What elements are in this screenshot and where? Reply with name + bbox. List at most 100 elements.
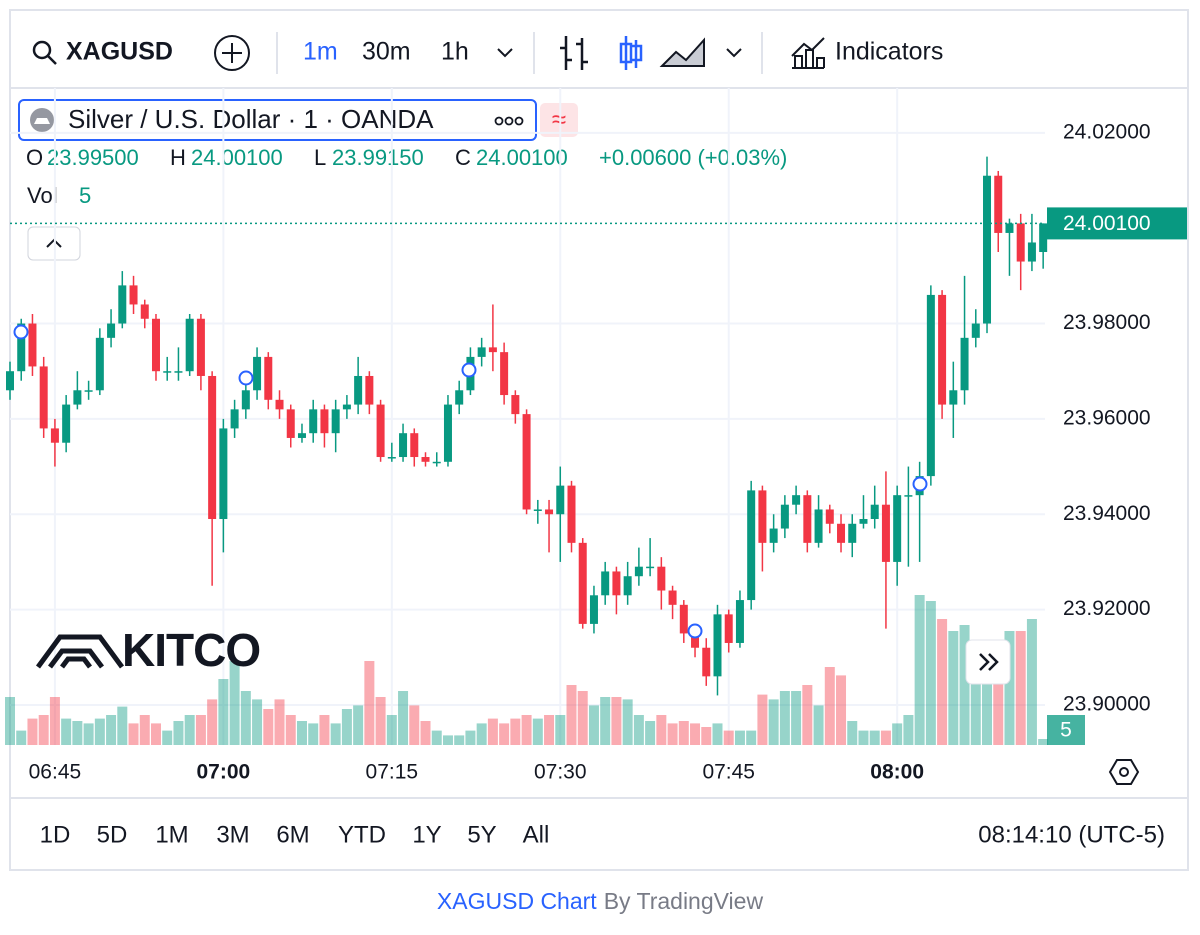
candle-body xyxy=(904,495,913,497)
x-tick-label: 07:15 xyxy=(366,761,419,784)
indicators-button[interactable]: Indicators xyxy=(791,37,943,69)
volume-bar xyxy=(892,723,903,745)
symbol-search[interactable]: XAGUSD xyxy=(32,38,173,66)
event-marker[interactable] xyxy=(912,476,928,492)
volume-bar xyxy=(117,706,128,745)
dropdown-arrow[interactable] xyxy=(726,48,742,58)
candle-body xyxy=(73,390,82,405)
volume-bar xyxy=(982,667,993,745)
volume-bar xyxy=(712,723,723,745)
volume-bar xyxy=(869,730,880,745)
range-button[interactable]: 5Y xyxy=(467,821,496,848)
range-button[interactable]: 3M xyxy=(216,821,249,848)
range-button[interactable]: 1M xyxy=(155,821,188,848)
candle-body xyxy=(17,323,26,372)
volume-bar xyxy=(240,691,251,745)
volume-bar xyxy=(128,723,139,745)
event-marker[interactable] xyxy=(687,623,703,639)
candle-body xyxy=(545,509,554,515)
candle-body xyxy=(926,294,935,477)
volume-bar xyxy=(925,601,936,745)
symbol-title: Silver / U.S. Dollar · 1 · OANDA xyxy=(68,104,434,134)
plus-icon xyxy=(214,35,250,71)
settings-icon[interactable] xyxy=(1108,759,1140,785)
range-button[interactable]: All xyxy=(523,821,550,848)
candle-body xyxy=(814,509,823,543)
candle-body xyxy=(1005,223,1014,233)
event-marker[interactable] xyxy=(461,362,477,378)
candle-body xyxy=(724,614,733,643)
candle-body xyxy=(62,404,71,443)
candle-body xyxy=(511,395,520,415)
last-price-label: 24.00100 xyxy=(1063,212,1151,235)
candle-body xyxy=(634,566,643,577)
volume-bar xyxy=(195,715,206,745)
candle-body xyxy=(264,356,273,400)
volume-bar xyxy=(746,730,757,745)
range-button[interactable]: YTD xyxy=(338,821,386,848)
candle-body xyxy=(275,399,284,410)
event-marker[interactable] xyxy=(13,324,29,340)
volume-bar xyxy=(353,705,364,745)
interval-button[interactable]: 1m xyxy=(303,38,338,66)
compare-button[interactable] xyxy=(214,35,250,71)
area-chart-icon[interactable] xyxy=(659,37,705,67)
volume-bar xyxy=(622,699,633,745)
volume-bar xyxy=(813,705,824,745)
more-icon[interactable] xyxy=(494,116,524,126)
range-button[interactable]: 1Y xyxy=(412,821,441,848)
footer-link[interactable]: XAGUSD Chart xyxy=(437,888,597,914)
range-button[interactable]: 5D xyxy=(97,821,128,848)
candle-chart-icon[interactable] xyxy=(619,36,643,70)
candle-body xyxy=(870,504,879,520)
candle-body xyxy=(1027,242,1036,262)
settings-icon[interactable] xyxy=(1119,767,1129,777)
range-button[interactable]: 6M xyxy=(276,821,309,848)
bar-chart-icon[interactable] xyxy=(560,36,588,70)
candle-body xyxy=(84,390,93,392)
volume-bar xyxy=(734,730,745,745)
volume-bar xyxy=(701,727,712,745)
candle-body xyxy=(297,433,306,438)
event-marker[interactable] xyxy=(238,370,254,386)
volume-bar xyxy=(139,715,150,745)
symbol-title-box[interactable] xyxy=(18,99,537,141)
volume-bar xyxy=(499,723,510,745)
volume-bar xyxy=(106,715,117,745)
volume-bar xyxy=(409,705,420,745)
y-tick-label: 23.92000 xyxy=(1063,597,1151,620)
candle-body xyxy=(196,318,205,376)
volume-bar xyxy=(218,679,229,745)
interval-button[interactable]: 1h xyxy=(441,38,469,66)
volume-bar xyxy=(645,721,656,745)
volume-bar xyxy=(588,705,599,745)
volume-bar xyxy=(150,723,161,745)
candle-body xyxy=(163,371,172,373)
volume-label: Vol xyxy=(27,183,58,208)
candle-body xyxy=(758,490,767,543)
volume-bar xyxy=(431,730,442,745)
volume-bar xyxy=(993,675,1004,745)
candle-body xyxy=(578,542,587,624)
candle-body xyxy=(994,175,1003,233)
volume-bar xyxy=(532,718,543,745)
dropdown-arrow[interactable] xyxy=(497,48,513,58)
volume-bar xyxy=(398,691,409,745)
candle-body xyxy=(702,647,711,677)
volume-bar xyxy=(83,723,94,745)
volume-bar xyxy=(330,723,341,745)
x-tick-label: 07:30 xyxy=(534,761,587,784)
candle-body xyxy=(713,614,722,677)
candle-body xyxy=(825,509,834,524)
range-button[interactable]: 1D xyxy=(40,821,71,848)
search-icon xyxy=(32,40,52,60)
footer-by: By TradingView xyxy=(604,888,764,914)
candle-body xyxy=(174,371,183,373)
volume-bar xyxy=(5,697,15,745)
status-badge[interactable] xyxy=(540,103,578,137)
candle-body xyxy=(803,495,812,543)
scroll-right-button[interactable] xyxy=(965,639,1011,685)
interval-button[interactable]: 30m xyxy=(362,38,411,66)
